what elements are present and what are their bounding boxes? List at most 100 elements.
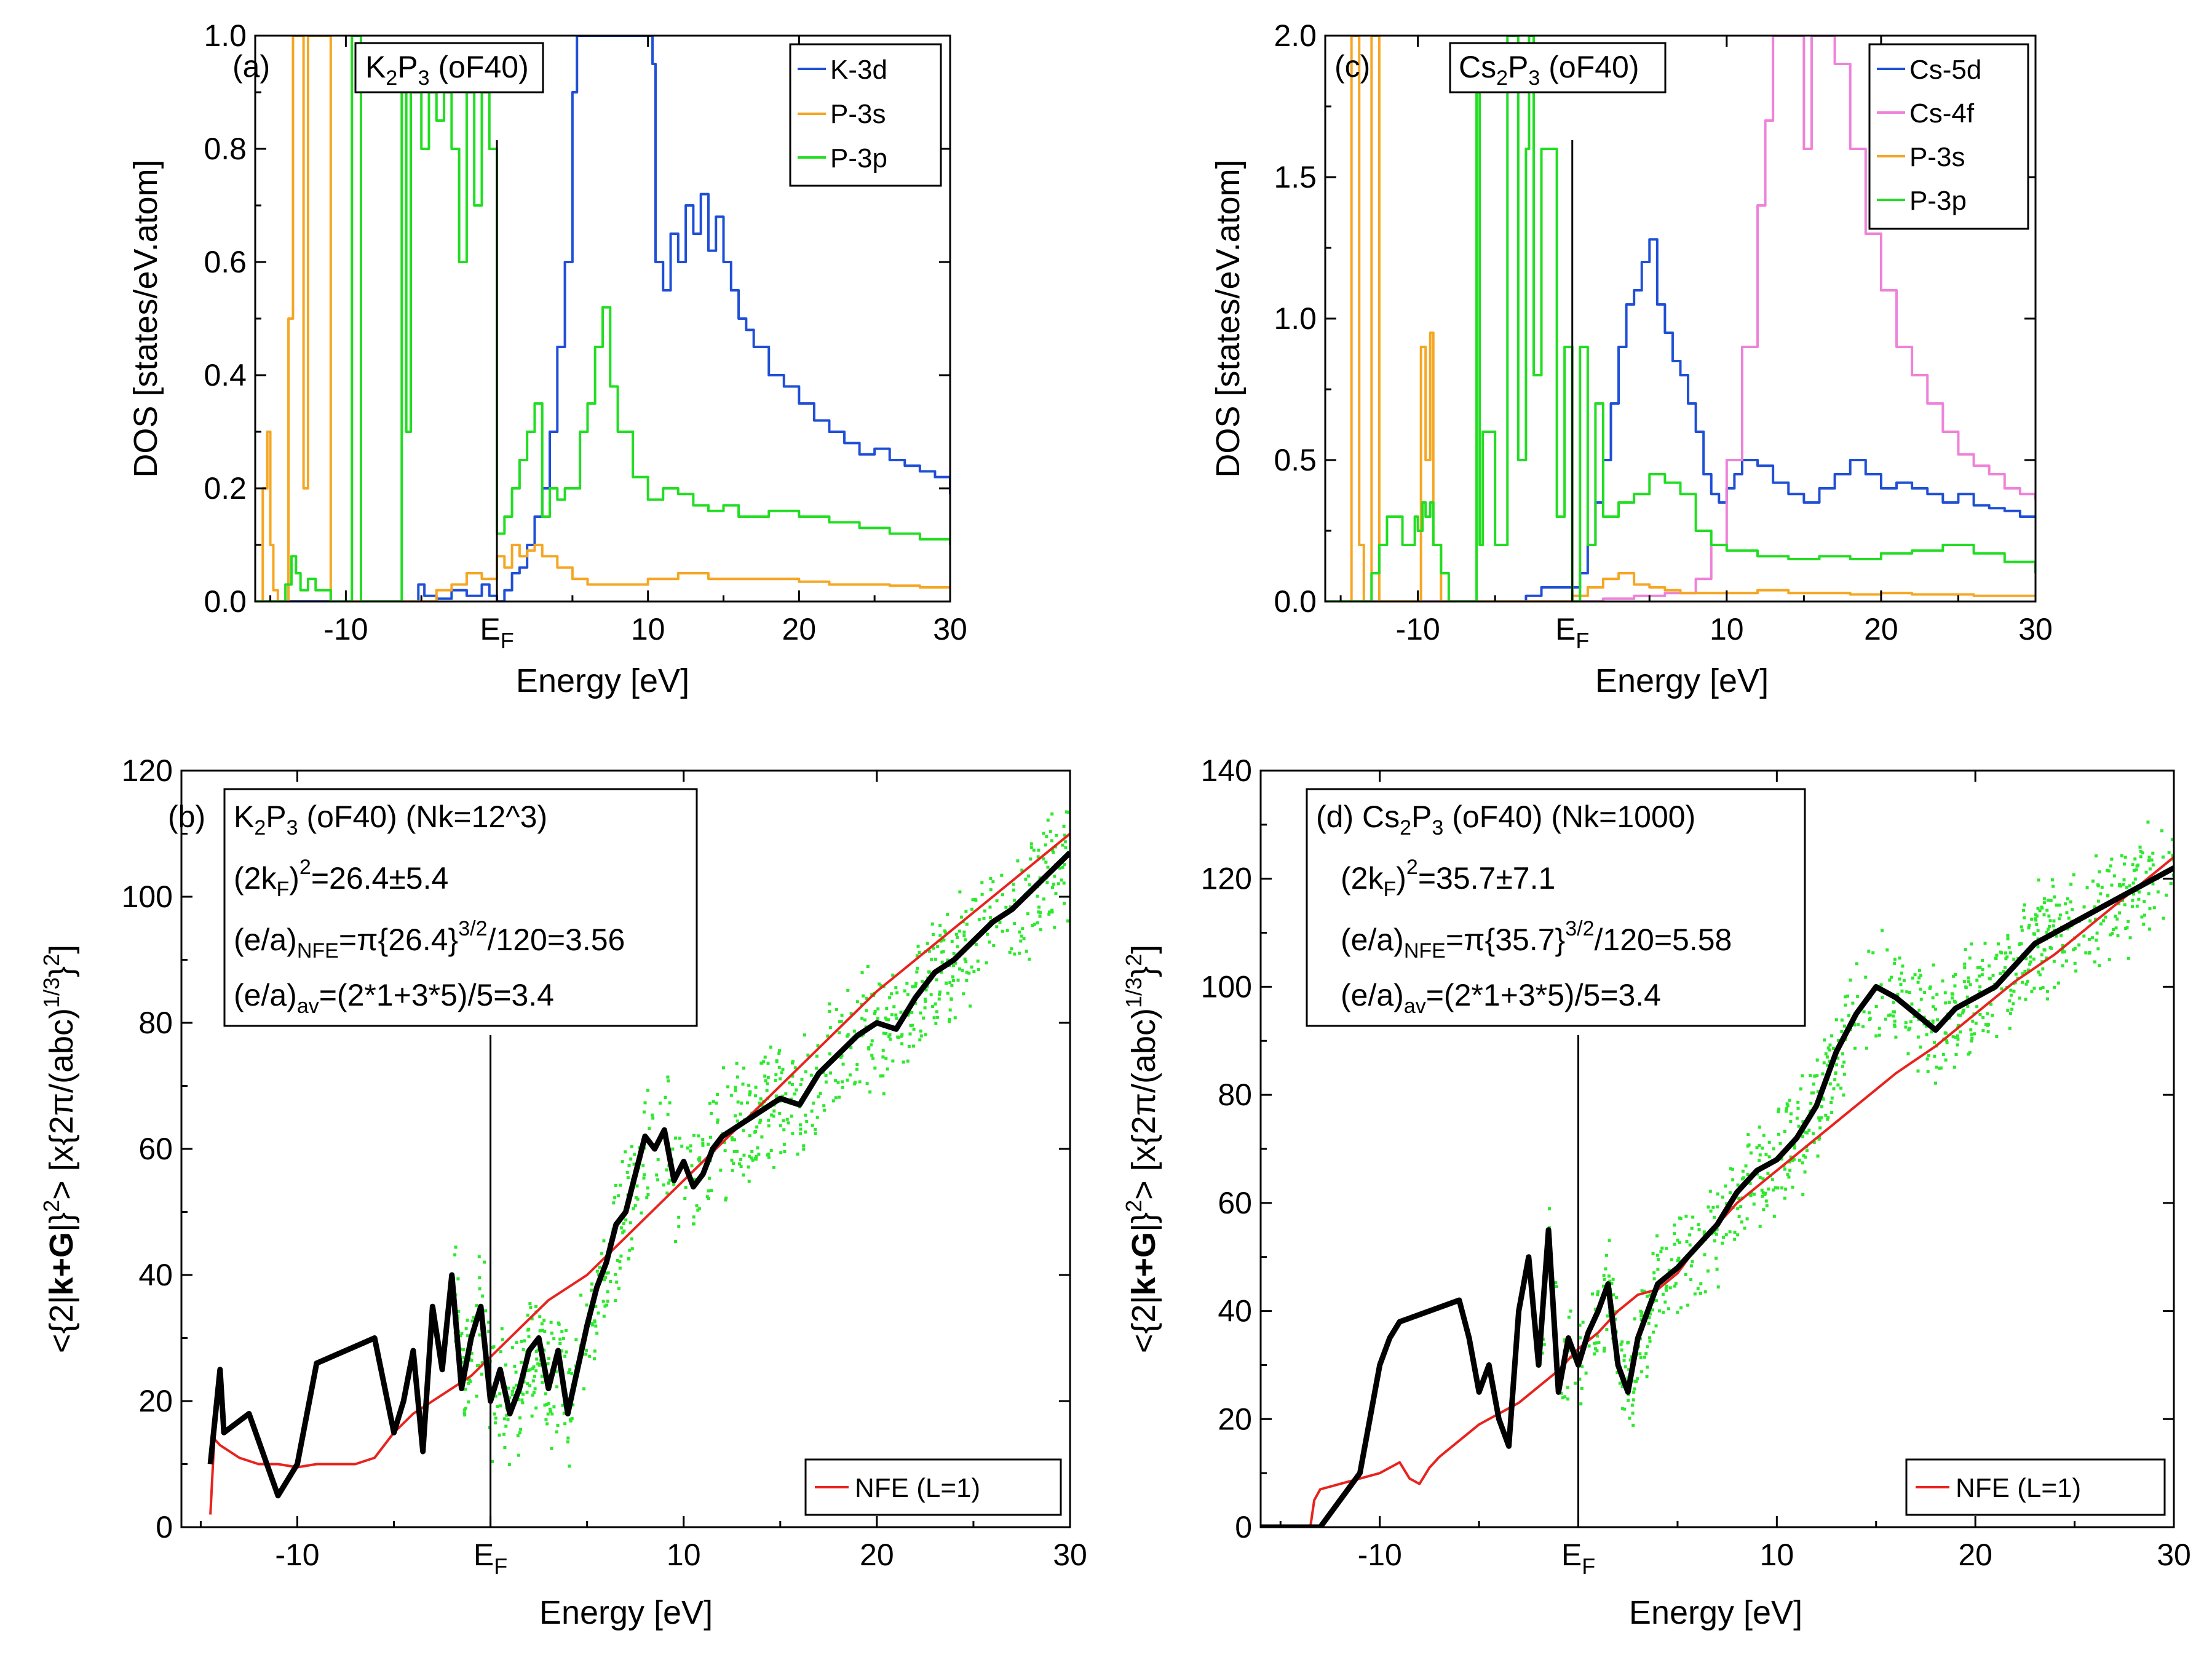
scatter-point (1902, 979, 1906, 982)
scatter-point (840, 1054, 844, 1058)
scatter-point (1892, 1014, 1895, 1018)
scatter-point (625, 1170, 629, 1174)
scatter-point (2043, 901, 2047, 905)
scatter-point (962, 992, 965, 996)
scatter-point (2088, 919, 2092, 923)
scatter-point (2006, 1009, 2010, 1012)
x-tick-label: 10 (631, 612, 665, 646)
scatter-point (2030, 917, 2034, 921)
scatter-point (1898, 977, 1901, 981)
scatter-point (1917, 1008, 1921, 1012)
scatter-point (1659, 1250, 1663, 1253)
scatter-point (1048, 910, 1052, 914)
scatter-point (781, 1094, 785, 1098)
scatter-point (2061, 964, 2064, 967)
scatter-point (2036, 945, 2040, 949)
scatter-point (974, 942, 978, 946)
scatter-point (775, 1059, 779, 1063)
scatter-point (1050, 839, 1053, 843)
scatter-point (812, 1102, 815, 1105)
scatter-point (1761, 1191, 1765, 1194)
scatter-point (1644, 1352, 1648, 1356)
scatter-point (530, 1414, 534, 1418)
scatter-point (1031, 924, 1034, 927)
scatter-point (1867, 950, 1871, 953)
scatter-point (769, 1046, 772, 1049)
scatter-point (591, 1323, 595, 1327)
scatter-point (998, 921, 1002, 924)
scatter-point (1842, 1060, 1846, 1064)
scatter-point (1639, 1314, 1643, 1317)
scatter-point (1597, 1341, 1601, 1344)
scatter-point (1804, 1155, 1807, 1159)
scatter-point (646, 1089, 650, 1092)
panel-a-plot-area (255, 36, 950, 602)
scatter-point (1046, 865, 1050, 869)
scatter-point (949, 998, 953, 1001)
scatter-point (1607, 1274, 1611, 1278)
scatter-point (1605, 1328, 1609, 1332)
scatter-point (563, 1354, 567, 1358)
scatter-point (908, 1032, 912, 1036)
panel-d-info-line4: (e/a)av=(2*1+3*5)/5=3.4 (1341, 978, 1661, 1018)
scatter-point (802, 1144, 806, 1148)
scatter-point (1603, 1346, 1606, 1350)
scatter-point (735, 1119, 739, 1123)
scatter-point (594, 1305, 598, 1308)
scatter-point (759, 1061, 763, 1065)
x-tick-label: 30 (2157, 1538, 2191, 1572)
scatter-point (956, 979, 960, 982)
scatter-point (1943, 991, 1947, 995)
scatter-point (708, 1135, 712, 1139)
scatter-point (2122, 878, 2126, 882)
scatter-point (1050, 908, 1054, 912)
scatter-point (1785, 1106, 1788, 1110)
scatter-point (1037, 910, 1041, 914)
scatter-point (2127, 919, 2130, 923)
scatter-point (1740, 1177, 1744, 1181)
scatter-point (834, 1008, 838, 1012)
scatter-point (873, 1012, 876, 1015)
scatter-point (2020, 925, 2023, 929)
scatter-point (739, 1165, 743, 1169)
scatter-point (2041, 967, 2045, 971)
scatter-point (2139, 855, 2143, 859)
scatter-point (1831, 1046, 1835, 1050)
y-tick-label: 0.0 (204, 584, 247, 619)
scatter-point (980, 892, 984, 896)
scatter-point (1952, 974, 1956, 978)
scatter-point (2105, 868, 2109, 872)
scatter-point (989, 876, 993, 880)
scatter-point (470, 1319, 474, 1323)
scatter-point (1801, 1193, 1805, 1196)
scatter-point (1012, 883, 1015, 886)
scatter-point (1821, 1072, 1825, 1076)
scatter-point (1042, 857, 1045, 861)
scatter-point (948, 1020, 951, 1023)
scatter-point (781, 1068, 785, 1071)
scatter-point (742, 1153, 746, 1157)
scatter-point (1796, 1100, 1800, 1104)
scatter-point (462, 1412, 466, 1415)
scatter-point (2004, 957, 2008, 961)
scatter-point (656, 1178, 660, 1181)
scatter-point (930, 922, 934, 926)
scatter-point (1864, 975, 1868, 979)
scatter-point (1686, 1303, 1690, 1307)
scatter-point (924, 1033, 927, 1036)
scatter-point (643, 1101, 647, 1105)
scatter-point (1673, 1242, 1676, 1246)
scatter-point (1931, 1021, 1935, 1025)
scatter-point (1999, 972, 2002, 975)
scatter-point (1628, 1358, 1632, 1362)
scatter-point (831, 1099, 835, 1103)
scatter-point (1893, 1019, 1897, 1023)
scatter-point (1029, 846, 1033, 849)
scatter-point (1746, 1133, 1750, 1137)
scatter-point (664, 1095, 667, 1099)
scatter-point (531, 1379, 535, 1383)
scatter-point (692, 1215, 696, 1219)
scatter-point (905, 982, 909, 985)
scatter-point (772, 1114, 775, 1118)
scatter-point (1737, 1196, 1741, 1200)
